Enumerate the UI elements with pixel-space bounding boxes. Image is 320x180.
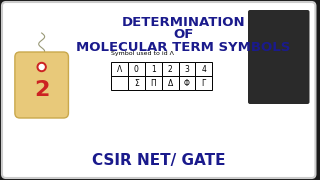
FancyBboxPatch shape	[248, 10, 309, 104]
Circle shape	[37, 62, 46, 71]
Text: DETERMINATION: DETERMINATION	[122, 15, 245, 28]
Text: Σ: Σ	[134, 78, 139, 87]
Text: MOLECULAR TERM SYMBOLS: MOLECULAR TERM SYMBOLS	[76, 40, 291, 53]
Text: 2: 2	[168, 64, 172, 73]
Bar	[145, 76, 162, 90]
Bar	[196, 76, 212, 90]
Text: 4: 4	[201, 64, 206, 73]
Bar	[196, 62, 212, 76]
Text: 0: 0	[134, 64, 139, 73]
Text: 1: 1	[151, 64, 156, 73]
Bar	[128, 62, 145, 76]
Text: OF: OF	[173, 28, 194, 40]
Bar	[179, 76, 196, 90]
Circle shape	[39, 64, 44, 69]
Bar	[162, 62, 179, 76]
Bar	[111, 76, 128, 90]
Bar	[111, 62, 128, 76]
Text: Λ: Λ	[117, 64, 122, 73]
Text: 2: 2	[34, 80, 49, 100]
Text: CSIR NET/ GATE: CSIR NET/ GATE	[92, 152, 226, 168]
Text: Symbol used to id Λ: Symbol used to id Λ	[111, 51, 174, 56]
Bar	[128, 76, 145, 90]
Text: Φ: Φ	[184, 78, 190, 87]
Text: Δ: Δ	[167, 78, 173, 87]
Bar	[145, 62, 162, 76]
FancyBboxPatch shape	[2, 2, 316, 178]
FancyBboxPatch shape	[15, 52, 68, 118]
Bar	[179, 62, 196, 76]
Bar	[162, 76, 179, 90]
Text: 3: 3	[185, 64, 189, 73]
Text: Γ: Γ	[202, 78, 206, 87]
Text: Π: Π	[150, 78, 156, 87]
